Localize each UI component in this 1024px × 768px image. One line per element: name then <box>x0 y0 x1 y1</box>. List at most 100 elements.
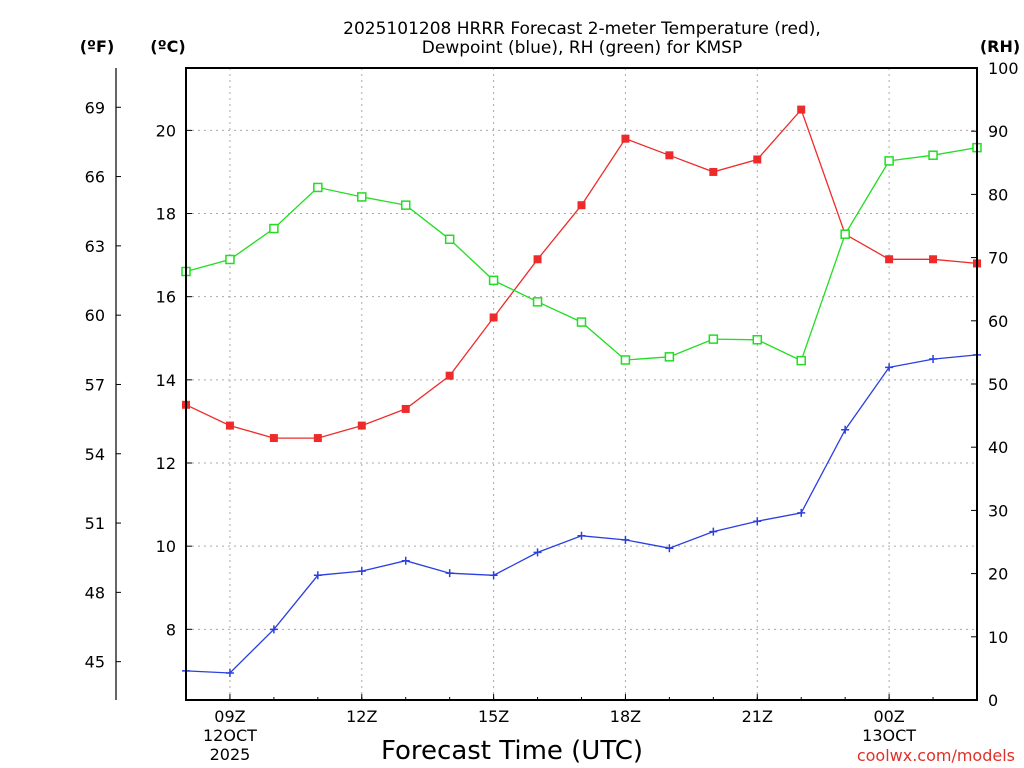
chart-title-line1: 2025101208 HRRR Forecast 2-meter Tempera… <box>343 19 821 39</box>
dewpoint-point <box>445 569 454 578</box>
fahrenheit-unit-label: (ºF) <box>80 37 115 56</box>
rh-tick-label: 0 <box>988 691 998 710</box>
celsius-tick-label: 20 <box>156 121 176 140</box>
dewpoint-point <box>577 531 586 540</box>
x-tick-date-label: 12OCT <box>203 726 257 745</box>
temperature-point <box>225 421 234 430</box>
dewpoint-point <box>929 355 938 364</box>
dewpoint-line <box>185 354 978 674</box>
temperature-point <box>533 255 542 264</box>
credit-text: coolwx.com/models <box>857 746 1015 765</box>
temperature-point <box>665 151 674 160</box>
celsius-unit-label: (ºC) <box>150 37 185 56</box>
dewpoint-point <box>357 567 366 576</box>
plot-frame <box>185 67 978 701</box>
celsius-tick-label: 14 <box>156 371 176 390</box>
temperature-point <box>621 134 630 143</box>
celsius-tick-label: 8 <box>166 620 176 639</box>
rh-point <box>796 355 806 366</box>
dewpoint-point <box>665 544 674 553</box>
rh-point <box>752 335 763 345</box>
rh-tick-label: 20 <box>988 565 1008 584</box>
temperature-point <box>885 255 894 264</box>
dewpoint-point <box>885 363 894 372</box>
rh-point <box>576 317 587 327</box>
dewpoint-point <box>313 571 322 580</box>
rh-point <box>620 355 631 365</box>
x-tick-label: 00Z <box>873 707 904 726</box>
rh-unit-label: (RH) <box>980 37 1020 56</box>
dewpoint-point <box>753 517 762 526</box>
dewpoint-point <box>841 425 850 434</box>
celsius-tick-label: 16 <box>156 288 176 307</box>
celsius-tick-label: 12 <box>156 454 176 473</box>
fahrenheit-tick-label: 63 <box>85 237 105 256</box>
chart-title-line2: Dewpoint (blue), RH (green) for KMSP <box>422 38 742 58</box>
rh-point <box>928 150 938 160</box>
temperature-point <box>401 404 410 413</box>
x-tick-year-label: 2025 <box>210 745 251 764</box>
x-tick-label: 18Z <box>610 707 641 726</box>
rh-point <box>532 297 543 307</box>
dewpoint-point <box>709 527 718 536</box>
rh-point <box>225 254 235 265</box>
temperature-point <box>753 155 762 164</box>
x-tick-label: 21Z <box>742 707 773 726</box>
rh-tick-label: 70 <box>988 249 1008 268</box>
temperature-point <box>269 434 278 443</box>
temperature-line <box>185 108 978 439</box>
temperature-point <box>797 105 806 114</box>
rh-tick-label: 10 <box>988 628 1008 647</box>
celsius-tick-label: 18 <box>156 205 176 224</box>
x-tick-label: 12Z <box>346 707 377 726</box>
celsius-tick-label: 10 <box>156 537 176 556</box>
rh-tick-label: 60 <box>988 312 1008 331</box>
fahrenheit-tick-label: 54 <box>85 445 105 464</box>
rh-tick-label: 100 <box>988 59 1019 78</box>
fahrenheit-tick-label: 66 <box>85 168 105 187</box>
rh-line <box>185 146 978 362</box>
temperature-point <box>489 313 498 322</box>
fahrenheit-tick-label: 51 <box>85 514 105 533</box>
dewpoint-point <box>621 535 630 544</box>
x-axis-label: Forecast Time (UTC) <box>381 736 643 766</box>
rh-point <box>269 223 279 234</box>
rh-point <box>488 275 499 286</box>
rh-point <box>444 234 455 245</box>
fahrenheit-tick-label: 69 <box>85 98 105 117</box>
rh-tick-label: 30 <box>988 501 1008 520</box>
x-tick-label: 15Z <box>478 707 509 726</box>
rh-tick-label: 40 <box>988 438 1008 457</box>
rh-tick-label: 90 <box>988 122 1008 141</box>
rh-point <box>313 182 323 193</box>
rh-point <box>840 229 850 239</box>
rh-point <box>664 352 675 362</box>
fahrenheit-tick-label: 57 <box>85 375 105 394</box>
dewpoint-point <box>401 556 410 565</box>
temperature-point <box>929 255 938 264</box>
x-tick-label: 09Z <box>214 707 245 726</box>
x-tick-date-label: 13OCT <box>862 726 916 745</box>
fahrenheit-tick-label: 48 <box>85 583 105 602</box>
rh-point <box>884 156 894 166</box>
temperature-point <box>445 371 454 380</box>
rh-point <box>400 200 411 210</box>
dewpoint-point <box>225 668 234 677</box>
rh-point <box>708 334 719 344</box>
temperature-point <box>709 167 718 176</box>
rh-point <box>357 192 367 202</box>
fahrenheit-tick-label: 60 <box>85 306 105 325</box>
dewpoint-point <box>533 548 542 557</box>
temperature-point <box>357 421 366 430</box>
grid-lines <box>186 68 977 700</box>
dewpoint-point <box>489 571 498 580</box>
dewpoint-point <box>797 508 806 517</box>
temperature-point <box>313 434 322 443</box>
dewpoint-point <box>269 625 278 634</box>
data-series <box>181 105 982 677</box>
fahrenheit-tick-label: 45 <box>85 653 105 672</box>
rh-tick-label: 80 <box>988 185 1008 204</box>
rh-tick-label: 50 <box>988 375 1008 394</box>
